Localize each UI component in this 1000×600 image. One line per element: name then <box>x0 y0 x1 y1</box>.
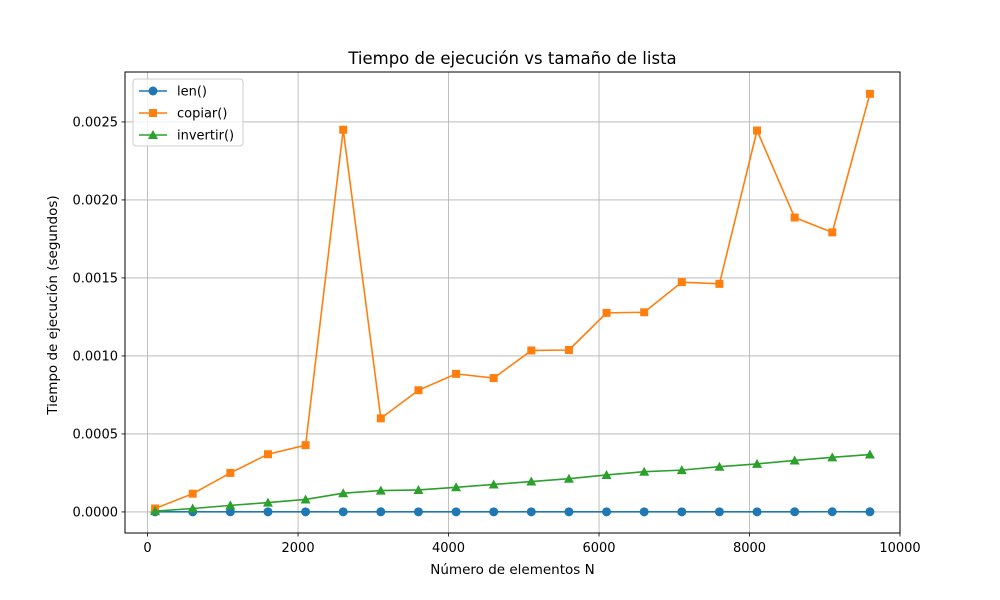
y-tick-label: 0.0020 <box>73 193 119 208</box>
data-point <box>753 126 762 135</box>
y-tick-label: 0.0025 <box>73 115 119 130</box>
data-point <box>864 449 875 459</box>
data-point <box>413 484 424 494</box>
data-point <box>150 506 161 516</box>
axis-ticks: 0 2000 4000 6000 8000 10000 0.0000 0.0005 0.0010… <box>73 115 921 556</box>
data-point <box>225 507 235 517</box>
legend-marker <box>148 86 158 96</box>
data-point <box>752 507 762 517</box>
data-point <box>527 346 536 355</box>
data-point <box>338 488 349 498</box>
data-point <box>640 308 649 317</box>
data-point <box>639 507 649 517</box>
data-point <box>714 507 724 517</box>
data-point <box>677 507 687 517</box>
legend-label: len() <box>177 85 207 100</box>
data-point <box>225 500 236 510</box>
data-point <box>790 507 800 517</box>
data-point <box>375 485 386 495</box>
data-point <box>301 507 311 517</box>
data-point <box>414 386 423 395</box>
plot-series <box>150 89 875 517</box>
data-point <box>677 278 686 287</box>
data-point <box>263 507 273 517</box>
data-point <box>187 503 198 513</box>
data-point <box>376 414 385 423</box>
series-copiar <box>151 89 874 513</box>
series-invertir <box>150 449 875 516</box>
data-point <box>452 369 461 378</box>
data-point <box>865 507 875 517</box>
x-tick-label: 10000 <box>879 541 920 556</box>
series-line <box>155 453 870 512</box>
series-line <box>154 93 871 510</box>
legend-label: copiar() <box>177 107 227 122</box>
legend-marker <box>148 130 158 139</box>
data-point <box>789 455 800 465</box>
series-len <box>150 507 875 517</box>
plot-frame <box>124 71 901 534</box>
y-tick-label: 0.0015 <box>73 271 119 286</box>
data-point <box>451 507 461 517</box>
data-point <box>526 476 537 486</box>
data-point <box>564 507 574 517</box>
data-point <box>827 507 837 517</box>
data-point <box>827 452 838 462</box>
y-tick-label: 0.0005 <box>73 427 119 442</box>
data-point <box>601 469 612 479</box>
data-point <box>865 89 874 98</box>
legend: len() copiar() invertir() <box>132 78 244 147</box>
data-point <box>338 507 348 517</box>
data-point <box>488 479 499 489</box>
legend-marker <box>149 109 157 117</box>
data-point <box>226 468 235 477</box>
data-point <box>714 461 725 471</box>
data-point <box>639 466 650 476</box>
data-point <box>301 441 310 450</box>
data-point <box>451 482 462 492</box>
data-point <box>339 125 348 134</box>
x-axis-label: Número de elementos N <box>430 562 594 578</box>
data-point <box>263 450 272 459</box>
data-point <box>376 507 386 517</box>
data-point <box>489 507 499 517</box>
chart-title: Tiempo de ejecución vs tamaño de lista <box>347 49 676 68</box>
x-tick-label: 6000 <box>582 541 615 556</box>
data-point <box>413 507 423 517</box>
y-tick-label: 0.0010 <box>73 349 119 364</box>
data-point <box>300 494 311 504</box>
y-axis-label: Tiempo de ejecución (segundos) <box>45 195 61 415</box>
legend-label: invertir() <box>177 129 234 144</box>
x-tick-label: 4000 <box>432 541 465 556</box>
data-point <box>602 507 612 517</box>
data-point <box>602 308 611 317</box>
data-point <box>715 279 724 288</box>
data-point <box>563 473 574 483</box>
data-point <box>790 213 799 222</box>
x-tick-label: 0 <box>143 541 151 556</box>
data-point <box>262 497 273 507</box>
data-point <box>564 346 573 355</box>
y-tick-label: 0.0000 <box>73 505 119 520</box>
data-point <box>752 458 763 468</box>
data-point <box>526 507 536 517</box>
data-point <box>489 374 498 383</box>
data-point <box>828 228 837 237</box>
x-tick-label: 2000 <box>282 541 315 556</box>
legend-box <box>132 78 244 147</box>
x-tick-label: 8000 <box>733 541 766 556</box>
data-point <box>188 489 197 498</box>
data-point <box>676 465 687 475</box>
